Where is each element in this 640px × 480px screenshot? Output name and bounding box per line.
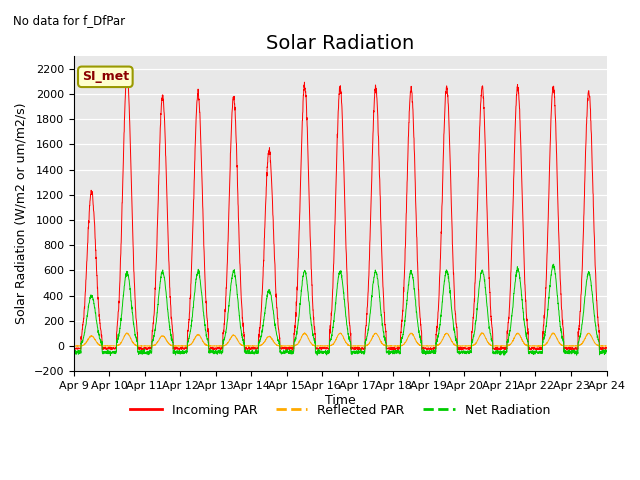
Y-axis label: Solar Radiation (W/m2 or um/m2/s): Solar Radiation (W/m2 or um/m2/s) [15,103,28,324]
Net Radiation [70,349,77,355]
Incoming PAR [124,71,131,77]
Reflected PAR [131,342,138,348]
Net Radiation [106,353,114,359]
Net Radiation [602,348,610,354]
Reflected PAR [70,343,77,349]
Incoming PAR [357,348,365,353]
Net Radiation [535,351,543,357]
Incoming PAR [298,157,305,163]
Reflected PAR [274,343,282,349]
Incoming PAR [602,345,610,350]
Net Radiation [275,337,282,343]
X-axis label: Time: Time [324,394,355,407]
Incoming PAR [275,323,282,329]
Line: Net Radiation: Net Radiation [74,264,606,356]
Incoming PAR [131,287,138,292]
Text: SI_met: SI_met [82,70,129,84]
Incoming PAR [70,345,77,351]
Incoming PAR [535,346,543,352]
Incoming PAR [163,173,170,179]
Legend: Incoming PAR, Reflected PAR, Net Radiation: Incoming PAR, Reflected PAR, Net Radiati… [125,398,555,421]
Line: Reflected PAR: Reflected PAR [74,333,606,346]
Incoming PAR [593,288,600,294]
Net Radiation [163,293,170,299]
Net Radiation [298,288,305,293]
Reflected PAR [535,343,543,349]
Line: Incoming PAR: Incoming PAR [74,74,606,350]
Text: No data for f_DfPar: No data for f_DfPar [13,14,125,27]
Net Radiation [593,327,600,333]
Net Radiation [131,329,138,335]
Reflected PAR [478,330,486,336]
Title: Solar Radiation: Solar Radiation [266,34,414,53]
Reflected PAR [593,341,600,347]
Reflected PAR [163,337,170,343]
Reflected PAR [297,335,305,341]
Net Radiation [550,261,557,267]
Reflected PAR [360,343,368,349]
Reflected PAR [602,343,610,349]
